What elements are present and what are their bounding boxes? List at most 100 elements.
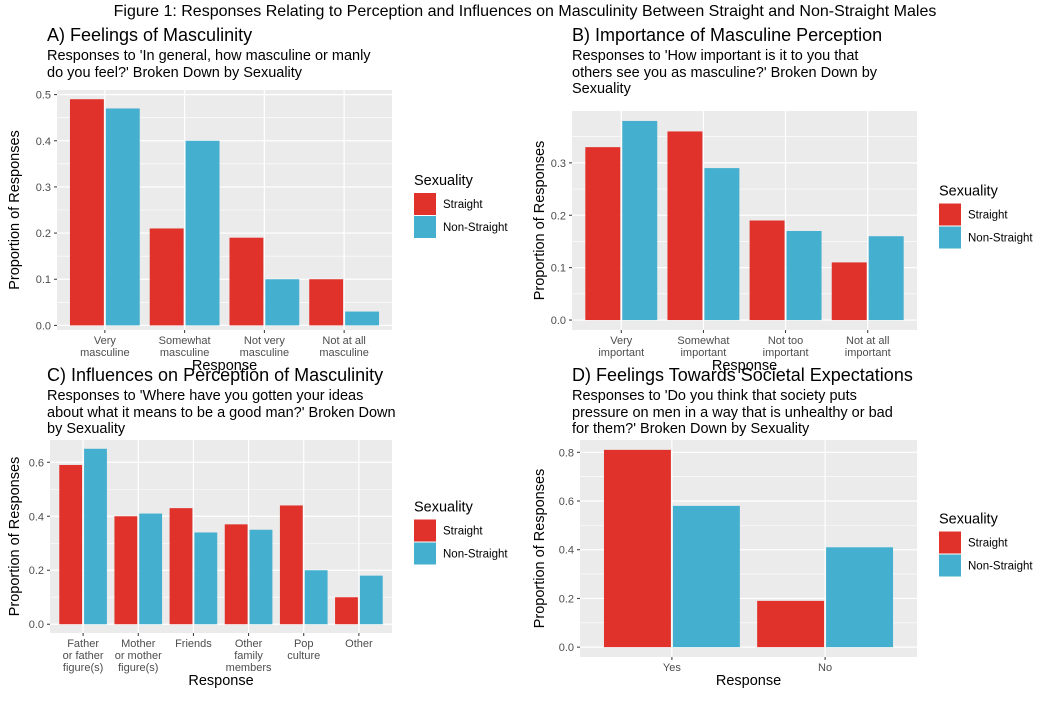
x-tick-label: figure(s) [63,662,103,674]
y-tick-label: 0.4 [559,545,574,557]
panel-title: B) Importance of Masculine Perception [572,25,883,45]
y-tick-label: 0.0 [29,619,44,631]
subtitle-line: Sexuality [572,81,631,97]
panel-b: B) Importance of Masculine Perception Re… [525,25,1050,374]
bar [149,228,184,326]
legend-key [414,542,436,565]
bar [185,140,220,326]
x-tick-label: Other [235,638,263,650]
bar [105,108,140,326]
legend-title: Sexuality [414,500,474,516]
legend-key [414,519,436,542]
subtitle-line: for them?' Broken Down by Sexuality [572,421,810,437]
panel-a: A) Feelings of Masculinity Responses to … [0,25,525,374]
x-tick-label: or father [63,650,104,662]
legend-key [939,203,961,226]
subtitle-line: about what it means to be a good man?' B… [47,404,396,421]
chart-d: 0.0 0.2 0.4 0.6 0.8 Yes No Response Proportion o… [532,440,1033,689]
plot-background [50,440,392,633]
y-axis-label: Proportion of Responses [7,457,23,617]
x-tick-label: Father [67,638,99,650]
x-axis-label: Response [716,673,781,689]
panel-title: A) Feelings of Masculinity [47,25,253,45]
x-tick-label: culture [287,650,320,662]
y-tick-label: 0.2 [29,565,44,577]
x-tick-label: important [680,347,726,359]
panel-subtitle: Responses to 'In general, how masculine … [47,48,371,81]
x-axis-label: Response [712,358,777,374]
bar [335,597,358,625]
legend-key [939,226,961,249]
bar [622,120,658,321]
bar [224,524,248,625]
bar [603,449,671,648]
x-tick-label: family [234,650,263,662]
subtitle-line: pressure on men in a way that is unhealt… [572,404,893,421]
y-tick-label: 0.4 [36,136,51,148]
panel-title: D) Feelings Towards Societal Expectation… [572,365,913,385]
subtitle-line: Responses to 'Do you think that society … [572,388,857,404]
y-tick-label: 0.0 [551,315,566,327]
x-tick-label: Somewhat [677,335,729,347]
x-tick-label: Not at all [846,335,889,347]
y-axis-label: Proportion of Responses [532,469,548,629]
bar [345,311,380,326]
y-tick-label: 0.6 [559,496,574,508]
subtitle-line: Responses to 'How important is it to you… [572,48,859,64]
bar [757,600,825,648]
bar [59,464,83,625]
bar [139,513,163,625]
x-tick-label: important [845,347,891,359]
panel-d: D) Feelings Towards Societal Expectation… [525,365,1050,705]
legend-key [414,193,436,215]
bar [249,529,273,625]
legend-title: Sexuality [414,173,474,189]
bar [667,131,703,321]
bar [279,505,303,625]
y-tick-label: 0.0 [559,642,574,654]
x-tick-label: Other [345,638,373,650]
legend-label: Non-Straight [968,561,1033,573]
legend-key [414,216,436,238]
legend-title: Sexuality [939,512,999,528]
figure-title: Figure 1: Responses Relating to Percepti… [113,3,937,20]
bar [84,448,107,625]
y-tick-label: 0.1 [551,263,566,275]
x-tick-label: Very [94,335,117,347]
x-tick-label: Pop [294,638,314,650]
bar [831,262,867,321]
panel-subtitle: Responses to 'Do you think that society … [572,388,893,438]
x-tick-label: masculine [80,347,130,359]
x-tick-label: Somewhat [159,335,211,347]
x-tick-label: important [763,347,809,359]
x-tick-label: Mother [121,638,156,650]
chart-a: 0.00.10.20.30.40.5VerymasculineSomewhatm… [7,90,508,374]
x-tick-label: Not at all [322,335,365,347]
y-tick-label: 0.6 [29,457,44,469]
subtitle-line: Responses to 'In general, how masculine … [47,48,371,64]
legend-label: Non-Straight [968,233,1033,245]
subtitle-line: do you feel?' Broken Down by Sexuality [47,64,303,81]
y-tick-label: 0.2 [551,210,566,222]
y-tick-label: 0.2 [36,228,51,240]
x-tick-label: important [598,347,644,359]
y-tick-label: 0.0 [36,320,51,332]
bar [359,575,383,625]
x-tick-label: Very [610,335,633,347]
x-tick-label: members [226,662,272,674]
legend-title: Sexuality [939,184,999,200]
bar [265,279,300,326]
x-axis-label: Response [192,358,257,374]
bar [169,508,193,625]
legend-key [939,531,961,554]
bar [69,99,104,326]
chart-b: 0.00.10.20.3VeryimportantSomewhatimporta… [532,111,1033,374]
bar [672,505,740,648]
bar [868,236,904,321]
panel-subtitle: Responses to 'Where have you gotten your… [47,388,396,438]
x-tick-label: masculine [319,347,369,359]
y-tick-label: 0.5 [36,90,51,102]
y-tick-label: 0.3 [36,182,51,194]
x-tick-label: Yes [663,662,681,674]
